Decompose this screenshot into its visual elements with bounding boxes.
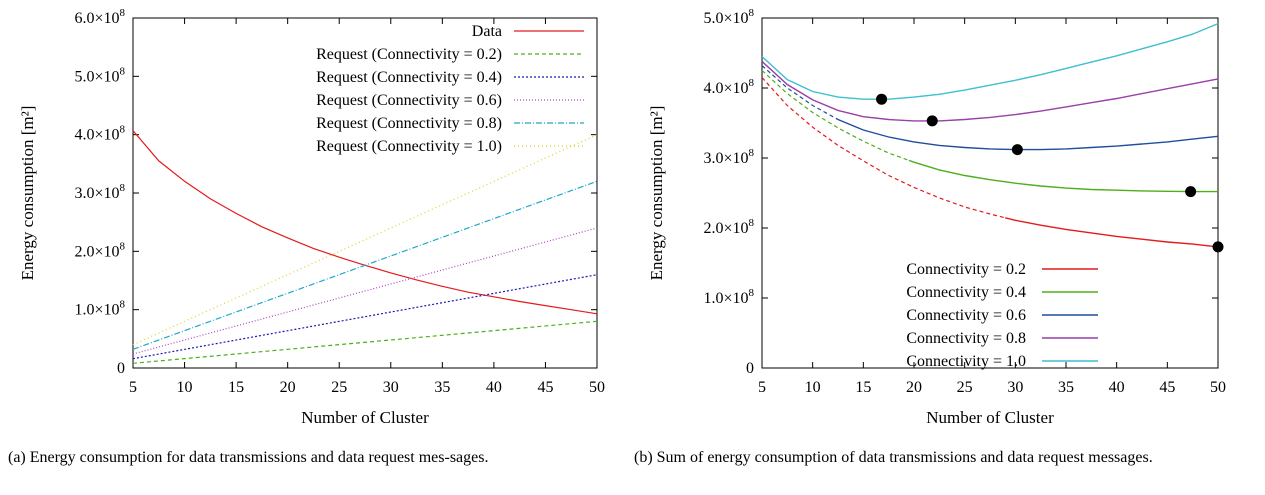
y-tick-label: 1.0×108 (74, 299, 125, 319)
y-tick-mantissa: 4.0×10 (74, 127, 119, 144)
y-tick-exponent: 8 (120, 124, 126, 136)
y-tick-mantissa: 2.0×10 (74, 243, 119, 260)
series-line (132, 130, 598, 315)
y-tick-label: 2.0×108 (74, 240, 125, 260)
chart-a: 5 10 15 20 25 30 35 40 45 5001.0×1082.0×1083.0×10… (18, 7, 605, 427)
y-tick-mantissa: 3.0×10 (703, 150, 748, 167)
y-tick-exponent: 8 (749, 77, 755, 89)
y-tick-label: 6.0×108 (74, 7, 125, 27)
x-tick-label: 20 (280, 379, 296, 396)
x-tick-label: 30 (1007, 379, 1023, 396)
legend-label: Connectivity = 0.4 (906, 284, 1026, 301)
legend-label: Connectivity = 0.8 (906, 330, 1026, 347)
x-tick-label: 5 (129, 379, 137, 396)
y-tick-label: 4.0×108 (703, 77, 754, 97)
y-tick-mantissa: 1.0×10 (703, 290, 748, 307)
legend-label: Request (Connectivity = 0.8) (316, 115, 502, 132)
series-line (908, 159, 1218, 193)
legend-label: Connectivity = 0.6 (906, 307, 1026, 324)
y-tick-mantissa: 2.0×10 (703, 220, 748, 237)
y-tick-exponent: 8 (749, 217, 755, 229)
y-tick-exponent: 8 (120, 7, 126, 19)
x-axis-label: Number of Cluster (301, 408, 429, 427)
optimum-point (876, 93, 888, 105)
x-tick-label: 10 (177, 379, 193, 396)
y-tick-exponent: 8 (120, 65, 126, 77)
x-tick-label: 30 (383, 379, 399, 396)
y-axis-label: Energy consumption [m²] (18, 106, 37, 281)
optimum-point (1011, 144, 1023, 156)
series-line (132, 274, 598, 360)
legend-label: Request (Connectivity = 1.0) (316, 138, 502, 155)
x-tick-label: 15 (228, 379, 244, 396)
x-tick-label: 45 (537, 379, 553, 396)
y-tick-exponent: 8 (120, 240, 126, 252)
legend-label: Request (Connectivity = 0.6) (316, 92, 502, 109)
y-tick-mantissa: 6.0×10 (74, 10, 119, 27)
x-tick-label: 5 (758, 379, 766, 396)
optimum-point (926, 115, 938, 127)
series-line (761, 60, 1219, 122)
y-tick-mantissa: 0 (117, 360, 125, 377)
y-tick-label: 5.0×108 (703, 7, 754, 27)
y-tick-exponent: 8 (120, 299, 126, 311)
caption-a: (a) Energy consumption for data transmis… (8, 449, 489, 466)
y-tick-exponent: 8 (749, 287, 755, 299)
x-tick-label: 25 (957, 379, 973, 396)
y-tick-label: 1.0×108 (703, 287, 754, 307)
y-tick-label: 3.0×108 (703, 147, 754, 167)
legend-label: Connectivity = 1.0 (906, 353, 1026, 370)
y-tick-mantissa: 0 (746, 360, 754, 377)
x-tick-label: 40 (1109, 379, 1125, 396)
x-tick-label: 50 (589, 379, 605, 396)
series-dashed-segment (761, 77, 1006, 219)
y-tick-label: 4.0×108 (74, 124, 125, 144)
optimum-point (1185, 186, 1197, 198)
x-tick-label: 40 (486, 379, 502, 396)
y-tick-label: 3.0×108 (74, 182, 125, 202)
caption-b: (b) Sum of energy consumption of data tr… (634, 449, 1153, 466)
y-tick-exponent: 8 (749, 147, 755, 159)
series-line (132, 180, 598, 350)
y-tick-mantissa: 5.0×10 (74, 68, 119, 85)
y-tick-mantissa: 4.0×10 (703, 80, 748, 97)
x-tick-label: 50 (1210, 379, 1226, 396)
legend-label: Request (Connectivity = 0.4) (316, 69, 502, 86)
x-tick-label: 45 (1159, 379, 1175, 396)
y-tick-mantissa: 5.0×10 (703, 10, 748, 27)
x-tick-label: 10 (805, 379, 821, 396)
y-tick-label: 5.0×108 (74, 65, 125, 85)
series-line (132, 227, 598, 355)
legend-label: Data (472, 23, 502, 40)
series-line (1005, 217, 1219, 248)
series-line (132, 320, 598, 364)
x-tick-label: 15 (855, 379, 871, 396)
y-tick-mantissa: 1.0×10 (74, 302, 119, 319)
chart-b: 5 10 15 20 25 30 35 40 45 5001.0×1082.0×1083.0×10… (647, 7, 1226, 427)
y-tick-mantissa: 3.0×10 (74, 185, 119, 202)
y-tick-label: 0 (117, 360, 125, 377)
x-axis-label: Number of Cluster (926, 408, 1054, 427)
legend-label: Request (Connectivity = 0.2) (316, 46, 502, 63)
plot-frame (761, 17, 1219, 369)
series-line (132, 134, 598, 346)
series-line (835, 117, 1219, 151)
optimum-point (1212, 241, 1224, 253)
y-tick-exponent: 8 (120, 182, 126, 194)
x-tick-label: 25 (331, 379, 347, 396)
legend-label: Connectivity = 0.2 (906, 261, 1026, 278)
series-line (761, 22, 1219, 100)
y-tick-label: 2.0×108 (703, 217, 754, 237)
series-dashed-segment (761, 65, 837, 119)
x-tick-label: 35 (434, 379, 450, 396)
y-tick-exponent: 8 (749, 7, 755, 19)
x-tick-label: 35 (1058, 379, 1074, 396)
x-tick-label: 20 (906, 379, 922, 396)
series-dashed-segment (761, 70, 910, 161)
y-tick-label: 0 (746, 360, 754, 377)
y-axis-label: Energy consumption [m²] (647, 106, 666, 281)
